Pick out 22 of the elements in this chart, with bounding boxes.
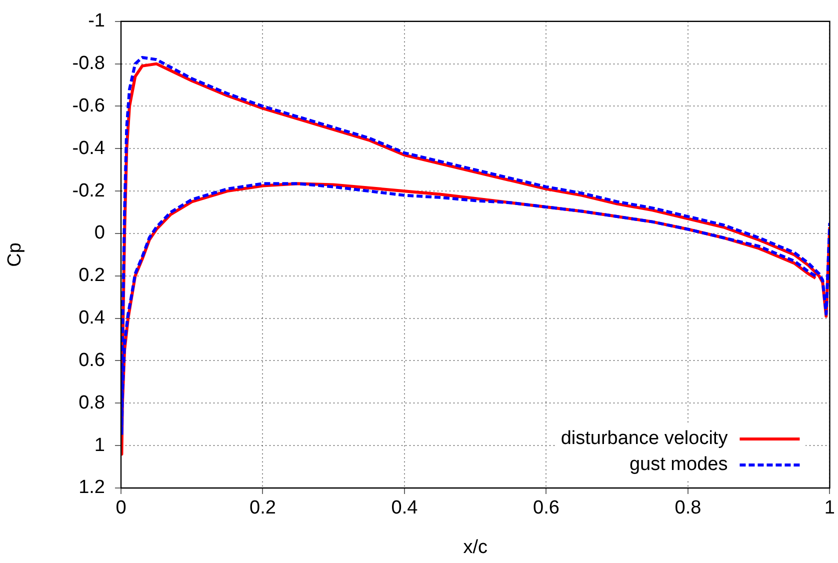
y-tick-label: -0.2 — [72, 180, 105, 202]
x-tick-label: 0.6 — [533, 498, 560, 519]
x-tick-label: 0 — [116, 498, 126, 519]
y-tick-label: -0.6 — [72, 95, 105, 116]
y-tick-label: 0.8 — [78, 392, 105, 414]
y-tick-label: 1.2 — [78, 477, 105, 498]
x-tick-label: 1 — [824, 498, 836, 519]
y-tick-label: 0 — [94, 222, 105, 244]
x-tick-label: 0.2 — [250, 498, 276, 519]
y-tick-label: 0.4 — [78, 308, 106, 329]
y-tick-label: 0.2 — [78, 265, 105, 286]
y-tick-label: 0.6 — [78, 350, 105, 371]
y-axis-title: Cp — [4, 242, 26, 267]
legend-label: disturbance velocity — [560, 428, 728, 450]
x-axis-title: x/c — [463, 536, 488, 558]
y-tick-label: 1 — [94, 434, 105, 456]
x-tick-label: 0.4 — [391, 498, 418, 519]
x-tick-label: 0.8 — [674, 498, 702, 519]
y-tick-label: -0.8 — [72, 53, 105, 74]
legend-label: gust modes — [629, 454, 728, 476]
y-tick-label: -1 — [88, 10, 105, 32]
y-tick-label: -0.4 — [72, 138, 106, 159]
